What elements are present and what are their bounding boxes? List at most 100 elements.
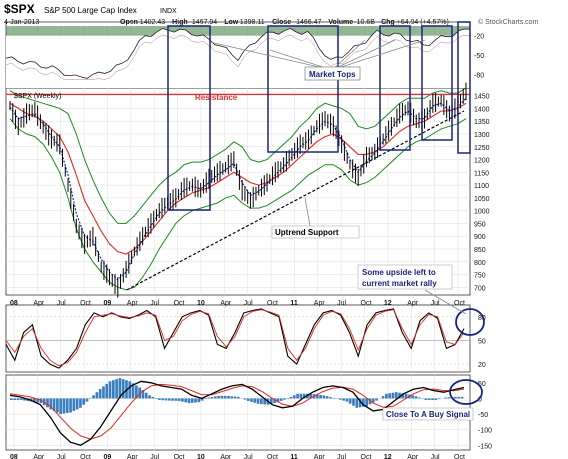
x-tick-label-1-11: Oct xyxy=(267,454,278,459)
macd-histogram-bar xyxy=(111,380,115,399)
macd-histogram-bar xyxy=(190,398,194,403)
bollinger-upper xyxy=(9,87,467,224)
resistance-label: Resistance xyxy=(195,93,238,102)
market-tops-arrow-3 xyxy=(331,39,396,71)
date-label: 4-Jan-2013 xyxy=(4,19,40,26)
x-tick-label-1-10: Jul xyxy=(244,454,253,459)
macd-histogram-bar xyxy=(283,398,286,400)
macd-histogram-bar xyxy=(273,398,276,404)
macd-histogram-bar xyxy=(263,398,267,405)
macd-histogram-bar xyxy=(355,398,359,408)
exchange-label: INDX xyxy=(160,8,177,15)
macd-histogram-bar xyxy=(371,398,375,403)
macd-histogram-bar xyxy=(187,398,191,404)
macd-histogram-bar xyxy=(200,398,204,401)
p2-tick-2: 1350 xyxy=(474,119,490,126)
x-tick-label-0-6: Jul xyxy=(150,300,159,307)
x-tick-label-1-15: Oct xyxy=(361,454,372,459)
macd-histogram-bar xyxy=(289,396,293,399)
market-tops-box xyxy=(304,66,361,81)
p3-signal-line xyxy=(5,309,465,367)
x-tick-label-1-5: Apr xyxy=(127,454,139,459)
ohlc-label-close: Close xyxy=(272,19,291,26)
x-tick-label-0-19: Oct xyxy=(454,300,465,307)
macd-histogram-bar xyxy=(246,398,250,401)
macd-histogram-bar xyxy=(434,398,438,400)
upside-line-1: Some upside left to xyxy=(362,268,436,277)
chart-header: $SPX S&P 500 Large Cap Index INDX 4-Jan-… xyxy=(4,2,539,26)
macd-histogram-bar xyxy=(243,398,247,400)
macd-histogram-bar xyxy=(36,398,40,403)
p4-callout-circle xyxy=(449,379,483,405)
ohlc-value-low: 1398.11 xyxy=(240,19,265,26)
x-tick-label-0-15: Oct xyxy=(361,300,372,307)
uptrend-callout: Uptrend Support xyxy=(271,225,360,239)
macd-histogram-bar xyxy=(404,393,408,399)
x-tick-label-0-13: Apr xyxy=(314,300,326,307)
x-tick-label-1-1: Apr xyxy=(33,454,45,459)
x-tick-label-1-19: Oct xyxy=(454,454,465,459)
macd-histogram-bar xyxy=(345,398,349,402)
market-tops-arrow-2 xyxy=(331,39,366,71)
macd-histogram-bar xyxy=(292,395,296,399)
macd-line xyxy=(9,380,465,447)
p2-tick-0: 1450 xyxy=(474,94,490,101)
macd-histogram-bar xyxy=(368,398,372,405)
buy-signal-callout: Close To A Buy Signal xyxy=(382,407,474,421)
x-tick-label-0-2: Jul xyxy=(57,300,66,307)
p2-tick-9: 1000 xyxy=(474,209,490,216)
p2-tick-6: 1150 xyxy=(474,170,489,177)
x-tick-label-1-12: 11 xyxy=(290,454,298,459)
uptrend-text: Uptrend Support xyxy=(275,228,339,237)
p4-tick-2: -50 xyxy=(478,412,488,419)
macd-histogram-bar xyxy=(207,397,211,399)
macd-histogram-bar xyxy=(460,396,464,399)
uptrend-support-line xyxy=(126,110,465,291)
p4-tick-1: 0 xyxy=(478,396,482,403)
p2-tick-1: 1400 xyxy=(474,106,490,113)
x-tick-label-1-14: Jul xyxy=(337,454,346,459)
macd-histogram-bar xyxy=(286,398,290,399)
macd-histogram-bar xyxy=(269,398,273,404)
macd-histogram-bar xyxy=(296,393,299,399)
x-tick-label-0-0: 08 xyxy=(10,300,18,307)
macd-histogram-bar xyxy=(151,396,155,399)
macd-histogram-bar xyxy=(437,398,441,400)
p1-tick-1: -50 xyxy=(474,53,484,60)
p2-tick-5: 1200 xyxy=(474,158,490,165)
macd-histogram-bar xyxy=(194,398,197,403)
macd-histogram-bar xyxy=(230,396,234,399)
market-top-box-2 xyxy=(379,25,411,151)
p1-line xyxy=(5,27,471,79)
macd-histogram-bar xyxy=(23,398,26,401)
x-tick-label-1-9: Apr xyxy=(220,454,232,459)
macd-histogram-bar xyxy=(171,398,174,401)
macd-histogram-bar xyxy=(138,387,141,399)
uptrend-arrow xyxy=(304,197,311,227)
ohlc-value-high: 1467.94 xyxy=(192,19,217,26)
market-tops-arrow-1 xyxy=(269,49,333,71)
buy-signal-box xyxy=(382,407,474,421)
bollinger-lower xyxy=(9,118,467,291)
x-tick-label-1-13: Apr xyxy=(314,454,326,459)
macd-histogram-bar xyxy=(250,398,253,402)
macd-histogram-bar xyxy=(227,395,230,399)
macd-histogram-bar xyxy=(69,398,72,413)
moving-average-blue xyxy=(9,97,467,281)
macd-histogram-bar xyxy=(457,396,461,399)
macd-histogram-bar xyxy=(72,398,76,411)
macd-histogram-bar xyxy=(365,398,368,407)
p4-tick-4: -150 xyxy=(478,443,492,450)
macd-histogram-bar xyxy=(315,394,319,399)
p2-tick-10: 950 xyxy=(474,221,486,228)
middle-oscillator-panel: 80 50 20 xyxy=(5,289,486,369)
macd-histogram-bar xyxy=(398,392,401,399)
p1-tick-2: -80 xyxy=(474,72,484,79)
macd-histogram-bar xyxy=(98,389,102,399)
buy-signal-text: Close To A Buy Signal xyxy=(386,410,470,419)
index-name-label: S&P 500 Large Cap Index xyxy=(44,6,137,15)
macd-histogram-bar xyxy=(391,392,395,399)
ohlc-label-high: High xyxy=(172,19,188,26)
macd-histogram-bar xyxy=(128,381,132,399)
macd-histogram-bar xyxy=(414,396,418,399)
